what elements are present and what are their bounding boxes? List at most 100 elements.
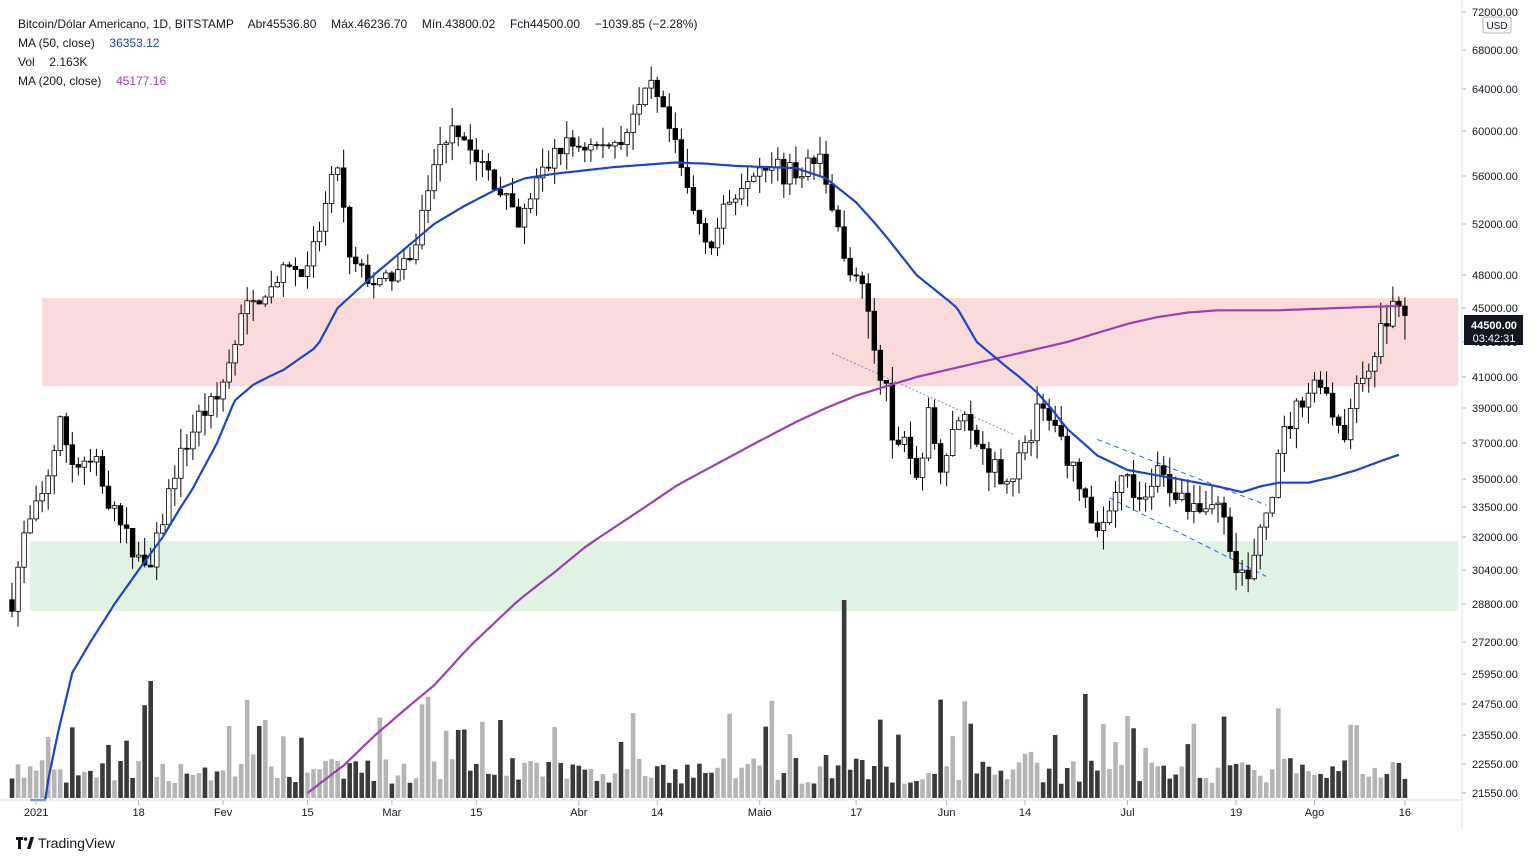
candle-body[interactable] xyxy=(648,79,654,89)
candle-body[interactable] xyxy=(588,144,594,151)
candle-body[interactable] xyxy=(539,166,546,179)
candle-body[interactable] xyxy=(696,210,703,224)
candle-body[interactable] xyxy=(135,554,142,558)
candle-body[interactable] xyxy=(232,344,238,364)
candle-body[interactable] xyxy=(280,264,287,283)
candle-body[interactable] xyxy=(27,518,33,534)
candle-body[interactable] xyxy=(925,407,932,459)
candle-body[interactable] xyxy=(757,167,763,177)
candle-body[interactable] xyxy=(220,381,226,400)
candle-body[interactable] xyxy=(974,429,980,445)
candle-body[interactable] xyxy=(63,416,69,446)
candle-body[interactable] xyxy=(515,206,522,228)
candle-body[interactable] xyxy=(678,139,685,168)
candle-body[interactable] xyxy=(612,141,618,147)
candle-body[interactable] xyxy=(895,439,902,445)
candle-body[interactable] xyxy=(1233,551,1239,574)
candle-body[interactable] xyxy=(214,396,220,400)
candle-body[interactable] xyxy=(340,167,347,208)
candle-body[interactable] xyxy=(859,275,865,285)
candle-body[interactable] xyxy=(582,146,588,151)
candle-body[interactable] xyxy=(793,162,799,179)
candle-body[interactable] xyxy=(365,264,371,284)
candle-body[interactable] xyxy=(1329,392,1336,418)
candle-body[interactable] xyxy=(545,166,552,169)
tradingview-logo[interactable]: TradingView xyxy=(16,835,115,851)
legend-symbol-row[interactable]: Bitcoin/Dólar Americano, 1D, BITSTAMP Ab… xyxy=(18,15,697,34)
candle-body[interactable] xyxy=(473,149,480,163)
candle-body[interactable] xyxy=(1118,475,1125,493)
candle-body[interactable] xyxy=(527,198,534,209)
ma200-line[interactable] xyxy=(306,305,1399,794)
candle-body[interactable] xyxy=(1179,492,1185,501)
candle-body[interactable] xyxy=(1384,323,1390,327)
candle-body[interactable] xyxy=(1299,400,1306,408)
candle-body[interactable] xyxy=(763,167,769,171)
candle-body[interactable] xyxy=(256,300,262,305)
legend-ma50-row[interactable]: MA (50, close) 36353.12 xyxy=(18,34,697,53)
candle-body[interactable] xyxy=(865,283,871,312)
channel-lower-trendline[interactable] xyxy=(1109,497,1267,577)
candle-body[interactable] xyxy=(1161,465,1167,475)
candle-body[interactable] xyxy=(998,459,1004,485)
candle-body[interactable] xyxy=(21,532,27,568)
candle-body[interactable] xyxy=(630,113,636,133)
candle-body[interactable] xyxy=(642,87,648,106)
candle-body[interactable] xyxy=(1185,492,1191,512)
candle-body[interactable] xyxy=(992,459,998,473)
candle-body[interactable] xyxy=(853,274,859,277)
candle-body[interactable] xyxy=(226,362,232,383)
candle-body[interactable] xyxy=(576,145,582,148)
candle-body[interactable] xyxy=(395,269,401,282)
candle-body[interactable] xyxy=(1028,440,1034,444)
candle-body[interactable] xyxy=(129,527,136,558)
candle-body[interactable] xyxy=(353,256,359,265)
candle-body[interactable] xyxy=(1221,502,1227,518)
candle-body[interactable] xyxy=(1173,492,1179,501)
candle-body[interactable] xyxy=(413,244,419,261)
candle-body[interactable] xyxy=(666,106,672,129)
candle-body[interactable] xyxy=(1245,569,1251,580)
candle-body[interactable] xyxy=(1106,510,1113,523)
candle-body[interactable] xyxy=(660,96,666,108)
candle-body[interactable] xyxy=(714,227,721,249)
candle-body[interactable] xyxy=(346,206,353,258)
candle-body[interactable] xyxy=(1070,461,1076,466)
candle-body[interactable] xyxy=(160,524,166,534)
candle-body[interactable] xyxy=(286,264,293,267)
candle-body[interactable] xyxy=(238,313,244,346)
candle-body[interactable] xyxy=(738,187,745,200)
candle-body[interactable] xyxy=(702,223,709,243)
candle-body[interactable] xyxy=(1197,503,1203,513)
currency-badge[interactable]: USD xyxy=(1482,16,1512,34)
candle-body[interactable] xyxy=(1094,522,1101,531)
candle-body[interactable] xyxy=(304,265,311,278)
candle-body[interactable] xyxy=(781,158,787,185)
candle-body[interactable] xyxy=(1372,356,1378,372)
candle-body[interactable] xyxy=(1046,407,1052,421)
candle-body[interactable] xyxy=(1112,492,1119,512)
candle-body[interactable] xyxy=(684,167,691,188)
candle-body[interactable] xyxy=(262,296,268,305)
candle-body[interactable] xyxy=(521,207,528,228)
time-axis[interactable]: 2021 18 Fev 15 Mar 15 Abr 14 Maio 17 Jun 14 Jul 19 Ago… xyxy=(24,800,1411,819)
candle-body[interactable] xyxy=(449,125,455,144)
candle-body[interactable] xyxy=(1191,503,1197,512)
candle-body[interactable] xyxy=(401,257,407,271)
candle-body[interactable] xyxy=(720,203,727,229)
candle-body[interactable] xyxy=(1341,424,1348,441)
channel-upper-trendline[interactable] xyxy=(1097,439,1267,506)
candle-body[interactable] xyxy=(1076,461,1083,490)
candle-body[interactable] xyxy=(75,464,82,468)
candle-body[interactable] xyxy=(407,257,413,261)
candle-body[interactable] xyxy=(1257,526,1263,556)
candle-body[interactable] xyxy=(1058,425,1064,437)
candle-body[interactable] xyxy=(956,420,962,430)
candle-body[interactable] xyxy=(93,456,100,463)
candle-body[interactable] xyxy=(166,488,172,526)
candle-body[interactable] xyxy=(509,193,516,208)
candle-body[interactable] xyxy=(389,272,395,282)
candle-body[interactable] xyxy=(467,139,473,151)
candle-body[interactable] xyxy=(154,532,160,568)
